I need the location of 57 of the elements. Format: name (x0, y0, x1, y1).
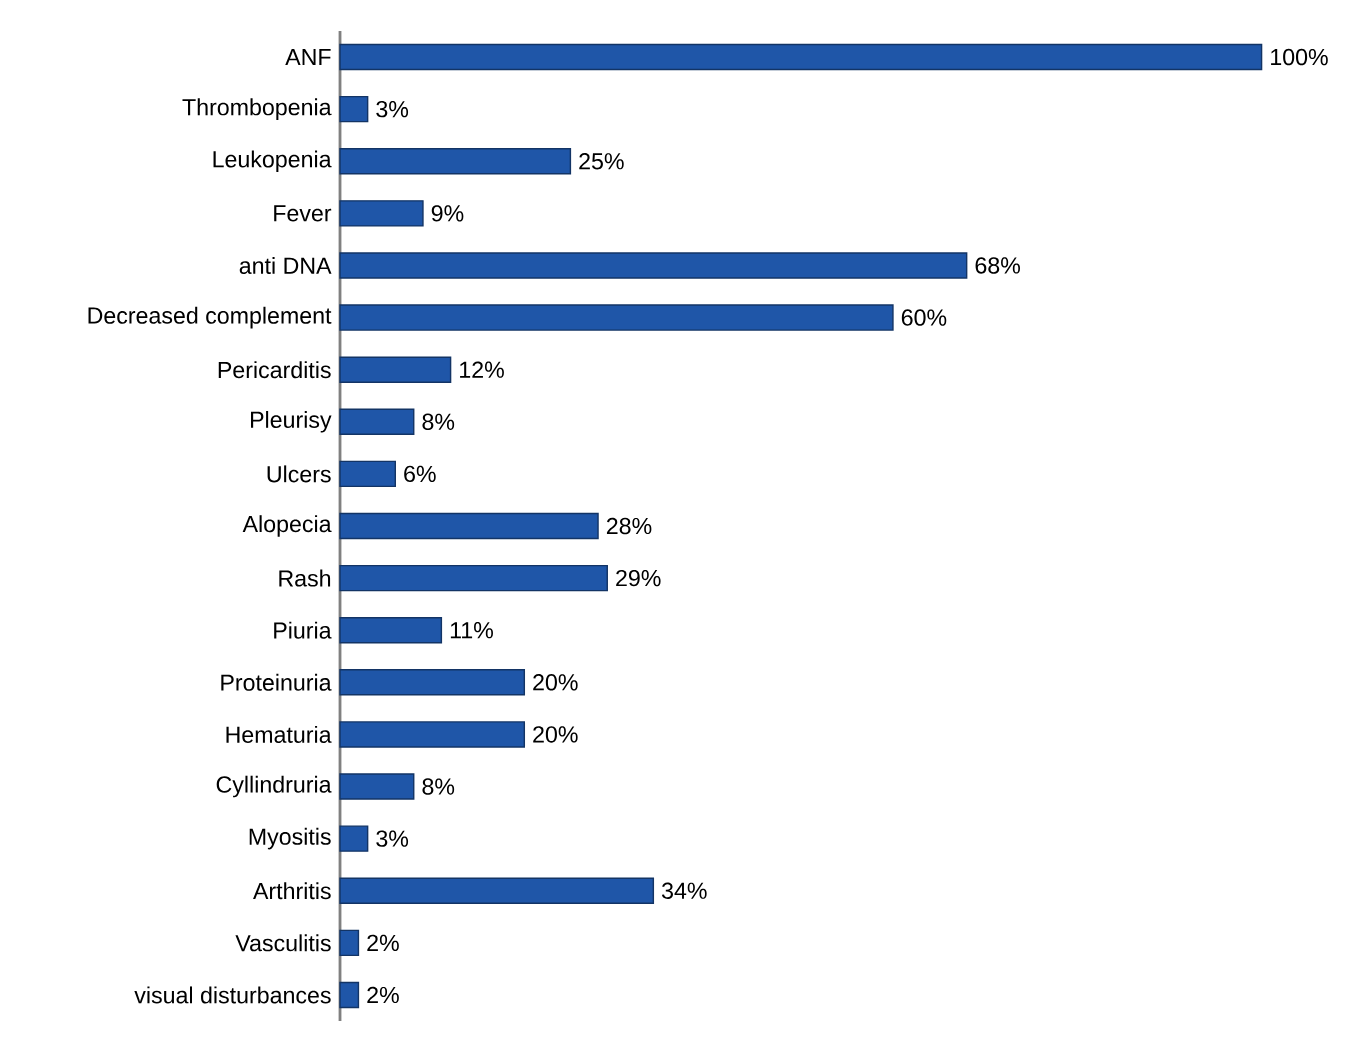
data-label: 29% (616, 569, 661, 587)
bar (339, 773, 415, 800)
y-tick-label: visual disturbances (134, 986, 331, 1004)
y-tick-label: Piuria (274, 621, 332, 639)
y-tick-label: Rash (279, 569, 331, 587)
data-label: 20% (533, 726, 578, 743)
bar (339, 252, 968, 279)
bar (339, 929, 360, 957)
data-label: 3% (376, 100, 409, 118)
data-label: 11% (450, 622, 493, 639)
y-tick-label: Arthritis (253, 882, 331, 900)
data-label: 9% (431, 205, 464, 222)
y-tick-label: Cyllindruria (216, 775, 332, 798)
y-tick-label: Vasculitis (235, 934, 331, 952)
data-label: 12% (460, 361, 504, 378)
data-label: 20% (533, 674, 578, 691)
bar (339, 669, 526, 696)
y-tick-label: Pericarditis (218, 361, 331, 379)
y-tick-label: Ulcers (267, 465, 331, 483)
y-tick-label: Thrombopenia (182, 98, 332, 120)
y-tick-label: anti DNA (239, 256, 332, 274)
data-label: 2% (367, 934, 399, 951)
bar (339, 200, 424, 227)
y-tick-label: Decreased complement (88, 306, 332, 329)
bar (339, 148, 572, 175)
bar (339, 564, 608, 592)
bar (339, 617, 443, 644)
y-tick-label: Proteinuria (221, 673, 332, 691)
data-label: 34% (661, 882, 707, 899)
bar (339, 877, 655, 904)
y-tick-label: Pleurisy (251, 410, 332, 433)
bar (339, 512, 599, 540)
y-tick-label: ANF (285, 49, 331, 66)
data-label: 25% (579, 153, 624, 170)
bar (339, 95, 369, 123)
data-label: 8% (422, 778, 455, 795)
bar (339, 825, 369, 852)
bar (339, 721, 526, 748)
data-label: 100% (1271, 48, 1328, 66)
data-label: 28% (606, 517, 652, 535)
y-tick-label: Alopecia (242, 515, 332, 537)
y-tick-label: Leukopenia (213, 150, 332, 173)
bar (339, 356, 452, 383)
data-label: 3% (376, 830, 409, 847)
bar (339, 981, 360, 1009)
y-tick-label: Myositis (249, 827, 331, 850)
bar (339, 304, 894, 331)
bar (339, 460, 397, 488)
bar (339, 43, 1263, 71)
data-label: 6% (404, 465, 436, 483)
data-label: 68% (975, 257, 1020, 274)
y-tick-label: Fever (274, 205, 332, 222)
bar (339, 408, 415, 436)
data-label: 8% (422, 413, 455, 430)
data-label: 60% (901, 309, 947, 326)
y-tick-label: Hematuria (226, 725, 332, 743)
data-label: 2% (367, 986, 399, 1004)
